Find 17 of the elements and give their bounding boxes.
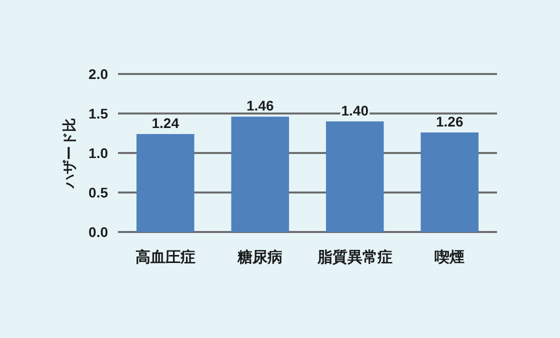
bar	[231, 116, 290, 232]
y-axis-title: ハザード比	[61, 118, 77, 189]
x-tick-label: 糖尿病	[236, 249, 283, 266]
y-tick-label: 0.0	[88, 224, 108, 240]
y-tick-label: 1.5	[88, 106, 108, 122]
x-tick-label: 高血圧症	[135, 248, 196, 266]
x-tick-label: 喫煙	[434, 249, 465, 266]
bar	[420, 132, 479, 232]
x-tick-label: 脂質異常症	[316, 248, 392, 266]
y-tick-label: 1.0	[88, 145, 108, 161]
bar	[326, 121, 384, 232]
data-label: 1.26	[436, 113, 464, 130]
bar	[136, 134, 194, 232]
data-label: 1.24	[152, 115, 180, 132]
y-tick-label: 2.0	[88, 66, 108, 82]
y-tick-label: 0.5	[88, 184, 108, 200]
data-label: 1.46	[246, 98, 274, 114]
